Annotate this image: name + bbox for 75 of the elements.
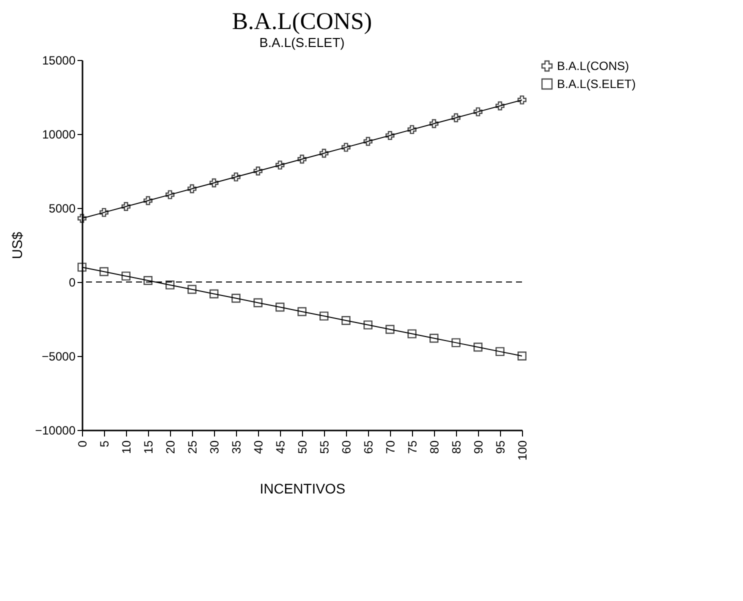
point [166, 280, 174, 290]
point [122, 202, 130, 211]
x-tick-label: 50 [296, 440, 310, 454]
point [430, 119, 438, 128]
point [232, 172, 240, 182]
point [408, 329, 416, 338]
point [122, 272, 130, 281]
x-tick-label: 90 [472, 440, 486, 454]
y-tick-label: 0 [68, 276, 76, 290]
point [144, 196, 152, 206]
x-tick-label: 25 [186, 440, 200, 454]
x-tick-label: 55 [318, 440, 332, 454]
x-tick-label: 70 [384, 440, 398, 454]
point [430, 334, 438, 343]
point [518, 352, 526, 360]
point [100, 267, 108, 276]
point [364, 320, 372, 330]
point [166, 190, 174, 200]
point [276, 160, 284, 170]
x-tick-label: 75 [406, 440, 420, 454]
point [496, 347, 504, 356]
point [518, 95, 526, 104]
point [78, 214, 86, 223]
point [210, 289, 218, 298]
x-tick-label: 95 [494, 440, 508, 454]
point [78, 262, 86, 272]
point [210, 178, 218, 188]
x-tick-label: 45 [274, 440, 288, 454]
x-tick-label: 5 [98, 440, 112, 448]
legend-label: B.A.L(S.ELET) [557, 77, 636, 91]
x-tick-label: 35 [230, 440, 244, 454]
y-tick-label: 10000 [42, 128, 76, 142]
x-tick-label: 100 [516, 440, 530, 461]
y-tick-label: 15000 [42, 54, 76, 68]
x-tick-label: 85 [450, 440, 464, 454]
y-tick-label: −5000 [42, 350, 76, 364]
point [386, 131, 394, 140]
point [144, 276, 152, 285]
point [232, 294, 240, 303]
point [386, 324, 394, 334]
y-axis-title: US$ [9, 232, 26, 260]
x-tick-label: 60 [340, 440, 354, 454]
chart-title: B.A.L(CONS) [232, 9, 372, 35]
point [298, 154, 306, 164]
point [254, 166, 262, 176]
x-tick-label: 0 [76, 440, 90, 448]
point [452, 338, 460, 348]
point [254, 298, 262, 308]
point [452, 113, 460, 122]
point [364, 136, 372, 146]
x-tick-label: 30 [208, 440, 222, 454]
chart-subtitle: B.A.L(S.ELET) [259, 35, 345, 50]
point [320, 148, 328, 158]
point [100, 208, 108, 217]
x-tick-label: 80 [428, 440, 442, 454]
x-tick-label: 20 [164, 440, 178, 454]
x-tick-label: 10 [120, 440, 134, 454]
point [298, 307, 306, 316]
point [320, 312, 328, 321]
point [276, 302, 284, 312]
point [496, 101, 504, 110]
point [188, 184, 196, 194]
legend-label: B.A.L(CONS) [557, 59, 630, 73]
point [474, 342, 482, 352]
y-tick-label: −10000 [35, 424, 76, 438]
point [188, 284, 196, 294]
point [408, 125, 416, 134]
x-tick-label: 65 [362, 440, 376, 454]
x-tick-label: 15 [142, 440, 156, 454]
point [342, 142, 350, 152]
point [342, 316, 350, 325]
y-tick-label: 5000 [48, 202, 76, 216]
x-axis-title: INCENTIVOS [260, 480, 346, 497]
x-tick-label: 40 [252, 440, 266, 454]
point [474, 107, 482, 116]
